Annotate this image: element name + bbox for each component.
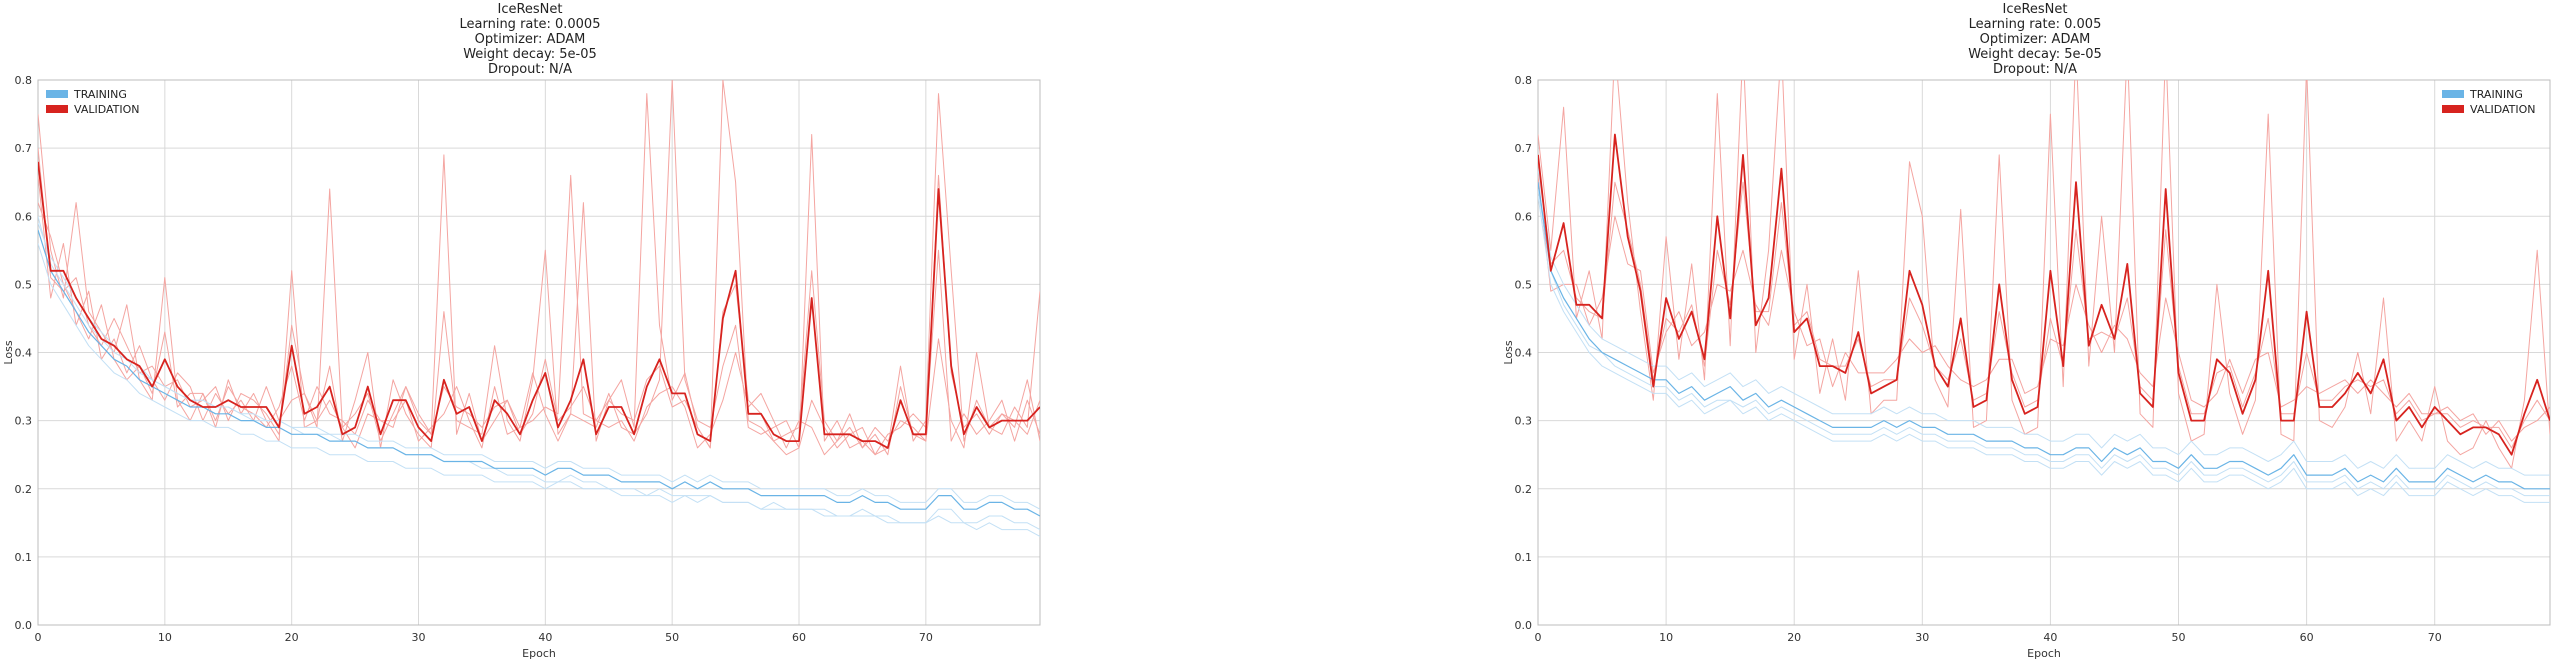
validation-mean-line bbox=[38, 161, 1040, 449]
training-mean-line bbox=[38, 229, 1040, 517]
chart-panel-right: IceResNet Learning rate: 0.005 Optimizer… bbox=[1500, 0, 2570, 672]
y-tick-label: 0.0 bbox=[1515, 619, 1533, 632]
legend-swatch-validation bbox=[2442, 105, 2464, 113]
y-tick-label: 0.5 bbox=[1515, 278, 1533, 291]
legend-swatch-validation bbox=[46, 105, 68, 113]
title-line: Weight decay: 5e-05 bbox=[463, 47, 597, 62]
y-tick-label: 0.2 bbox=[1515, 483, 1533, 496]
training-run-line bbox=[38, 243, 1040, 531]
x-tick-label: 20 bbox=[1787, 631, 1801, 644]
legend-swatch-training bbox=[2442, 90, 2464, 98]
y-tick-label: 0.1 bbox=[15, 551, 33, 564]
legend-label: VALIDATION bbox=[74, 103, 140, 116]
y-axis-label: Loss bbox=[1502, 340, 1515, 364]
x-tick-label: 50 bbox=[665, 631, 679, 644]
title-line: Dropout: N/A bbox=[1992, 62, 2078, 77]
validation-mean-line bbox=[1538, 133, 2550, 456]
training-run-line bbox=[38, 222, 1040, 537]
y-tick-label: 0.0 bbox=[15, 619, 33, 632]
x-tick-label: 0 bbox=[35, 631, 42, 644]
chart-title: IceResNet Learning rate: 0.005 Optimizer… bbox=[1500, 2, 2570, 77]
x-tick-label: 50 bbox=[2172, 631, 2186, 644]
x-tick-label: 30 bbox=[412, 631, 426, 644]
y-tick-label: 0.4 bbox=[15, 347, 33, 360]
y-tick-label: 0.8 bbox=[1515, 74, 1533, 87]
title-line: Weight decay: 5e-05 bbox=[1968, 47, 2102, 62]
y-tick-label: 0.3 bbox=[15, 415, 33, 428]
x-tick-label: 20 bbox=[285, 631, 299, 644]
y-axis-label: Loss bbox=[2, 340, 15, 364]
x-axis-label: Epoch bbox=[522, 647, 556, 660]
validation-run-line bbox=[1538, 175, 2550, 442]
legend-label: VALIDATION bbox=[2470, 103, 2536, 116]
x-tick-label: 10 bbox=[158, 631, 172, 644]
series-group bbox=[1538, 80, 2550, 503]
plot-frame bbox=[37, 79, 1041, 626]
x-tick-label: 40 bbox=[2043, 631, 2057, 644]
line-chart: 0.0 0.1 0.2 0.3 0.4 0.5 0.6 0.7 0.8 0 10 20 30 40 50 60… bbox=[2, 74, 1041, 660]
x-tick-label: 30 bbox=[1915, 631, 1929, 644]
y-tick-label: 0.5 bbox=[15, 278, 33, 291]
title-line: Dropout: N/A bbox=[487, 62, 573, 77]
title-line: Learning rate: 0.0005 bbox=[459, 17, 601, 32]
x-tick-label: 60 bbox=[2300, 631, 2314, 644]
training-run-line bbox=[1538, 188, 2550, 497]
x-tick-label: 60 bbox=[792, 631, 806, 644]
x-tick-label: 0 bbox=[1535, 631, 1542, 644]
y-tick-label: 0.7 bbox=[1515, 142, 1533, 155]
x-tick-label: 10 bbox=[1659, 631, 1673, 644]
y-tick-label: 0.6 bbox=[1515, 210, 1533, 223]
training-mean-line bbox=[1538, 182, 2550, 490]
title-line: IceResNet bbox=[497, 2, 563, 17]
x-tick-label: 40 bbox=[538, 631, 552, 644]
y-tick-label: 0.6 bbox=[15, 210, 33, 223]
title-line: Learning rate: 0.005 bbox=[1968, 17, 2102, 32]
training-run-line bbox=[1538, 168, 2550, 476]
training-run-line bbox=[38, 216, 1040, 510]
title-line: Optimizer: ADAM bbox=[474, 32, 586, 47]
validation-run-line bbox=[1538, 161, 2550, 449]
title-line: IceResNet bbox=[2002, 2, 2068, 17]
x-axis-label: Epoch bbox=[2027, 647, 2061, 660]
chart-title: IceResNet Learning rate: 0.0005 Optimize… bbox=[0, 2, 1060, 77]
legend-swatch-training bbox=[46, 90, 68, 98]
legend-label: TRAINING bbox=[2469, 88, 2523, 101]
y-tick-label: 0.2 bbox=[15, 483, 33, 496]
chart-panel-left: IceResNet Learning rate: 0.0005 Optimize… bbox=[0, 0, 1060, 672]
line-chart: 0.0 0.1 0.2 0.3 0.4 0.5 0.6 0.7 0.8 0 10 20 30 40 50 60… bbox=[1502, 74, 2551, 660]
legend-label: TRAINING bbox=[73, 88, 127, 101]
y-tick-label: 0.1 bbox=[1515, 551, 1533, 564]
y-tick-label: 0.4 bbox=[1515, 347, 1533, 360]
series-group bbox=[38, 80, 1040, 537]
plot-frame bbox=[1537, 79, 2551, 626]
y-tick-label: 0.3 bbox=[1515, 415, 1533, 428]
y-tick-label: 0.8 bbox=[15, 74, 33, 87]
title-line: Optimizer: ADAM bbox=[1979, 32, 2091, 47]
x-tick-label: 70 bbox=[2428, 631, 2442, 644]
x-tick-label: 70 bbox=[919, 631, 933, 644]
y-tick-label: 0.7 bbox=[15, 142, 33, 155]
validation-run-line bbox=[38, 154, 1040, 456]
training-run-line bbox=[1538, 195, 2550, 503]
validation-run-line bbox=[38, 148, 1040, 456]
